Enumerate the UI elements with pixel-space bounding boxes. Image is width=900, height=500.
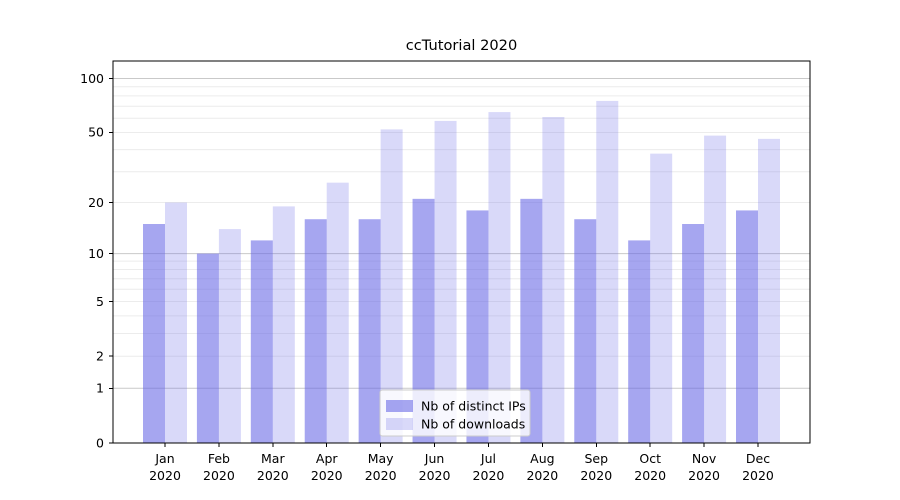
- bar-distinct-ips-apr: [304, 219, 327, 443]
- plot-frame: [112, 60, 811, 444]
- bar-downloads-nov: [704, 135, 727, 443]
- legend-label: Nb of distinct IPs: [421, 399, 526, 414]
- bar-distinct-ips-may: [358, 219, 381, 443]
- bar-downloads-apr: [326, 182, 349, 443]
- bar-downloads-mar: [272, 206, 295, 443]
- bar-distinct-ips-oct: [628, 240, 651, 443]
- bar-downloads-dec: [757, 138, 780, 443]
- x-tick-label: Apr 2020: [311, 451, 343, 483]
- x-tick-label: Jun 2020: [419, 451, 451, 483]
- legend-swatch: [386, 400, 413, 412]
- legend: Nb of distinct IPs Nb of downloads: [379, 389, 531, 437]
- bar-distinct-ips-sep: [574, 219, 597, 443]
- legend-label: Nb of downloads: [421, 417, 525, 432]
- x-tick-label: Feb 2020: [203, 451, 235, 483]
- bar-distinct-ips-nov: [682, 224, 705, 443]
- axis-layer: 0 1 2 5 10 20 50 100 Jan 2020 Feb 2020 Mar 2020 Apr 202…: [80, 60, 811, 483]
- grid-layer: [113, 77, 810, 389]
- x-tick-label: Jul 2020: [473, 451, 505, 483]
- x-tick-label: Sep 2020: [580, 451, 612, 483]
- bar-layer: [143, 100, 780, 444]
- bar-distinct-ips-aug: [520, 198, 543, 443]
- y-tick-label: 1: [96, 381, 104, 396]
- y-tick-label: 50: [88, 125, 104, 140]
- x-tick-label: Mar 2020: [257, 451, 289, 483]
- y-tick-label: 100: [80, 71, 104, 86]
- bar-distinct-ips-dec: [735, 210, 758, 443]
- bar-downloads-jul: [488, 112, 511, 444]
- y-tick-label: 10: [88, 246, 104, 261]
- x-tick-label: Nov 2020: [688, 451, 720, 483]
- bar-distinct-ips-jan: [143, 224, 165, 443]
- bar-distinct-ips-jun: [412, 198, 435, 443]
- y-tick-label: 2: [96, 349, 104, 364]
- bar-distinct-ips-feb: [196, 253, 219, 443]
- x-tick-label: Dec 2020: [742, 451, 774, 483]
- bar-downloads-feb: [218, 229, 241, 443]
- bar-distinct-ips-jul: [466, 210, 489, 443]
- legend-swatch: [386, 418, 413, 430]
- x-tick-label: Jan 2020: [149, 451, 181, 483]
- y-tick-label: 0: [96, 435, 104, 450]
- bar-downloads-oct: [650, 153, 673, 443]
- bar-downloads-jun: [434, 120, 457, 443]
- x-tick-label: May 2020: [365, 451, 397, 483]
- bar-downloads-aug: [542, 117, 565, 443]
- y-tick-label: 20: [88, 195, 104, 210]
- chart-title: ccTutorial 2020: [406, 37, 517, 54]
- x-tick-label: Aug 2020: [526, 451, 558, 483]
- bar-downloads-may: [380, 129, 403, 443]
- bar-downloads-sep: [596, 100, 619, 444]
- y-tick-label: 5: [96, 294, 104, 309]
- bar-distinct-ips-mar: [250, 240, 273, 443]
- bar-downloads-jan: [165, 202, 187, 443]
- legend-box: [379, 389, 531, 437]
- x-tick-label: Oct 2020: [634, 451, 666, 483]
